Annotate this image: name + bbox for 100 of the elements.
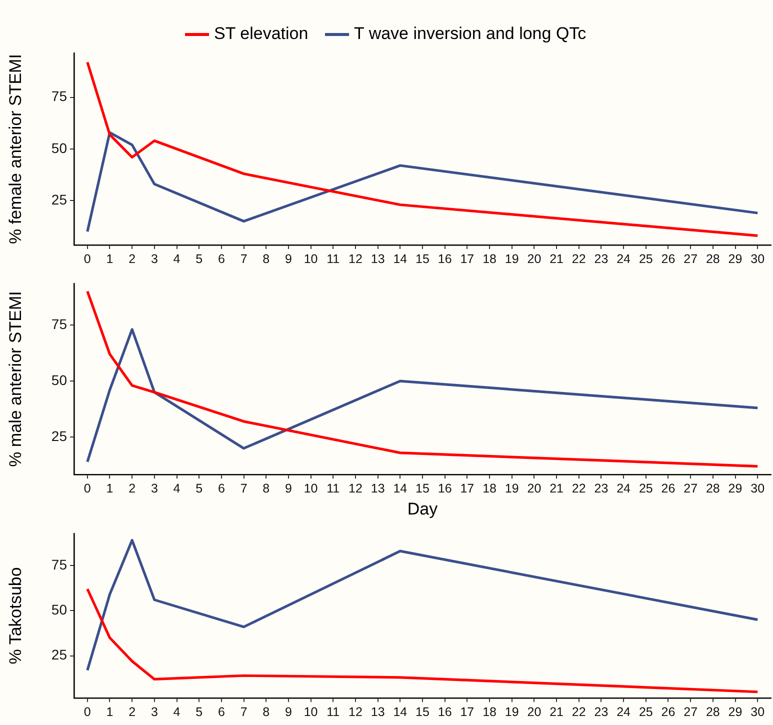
x-tick-label: 1 — [106, 482, 114, 496]
x-tick-label: 7 — [240, 704, 248, 719]
legend-label: ST elevation — [214, 24, 308, 44]
x-tick-label: 30 — [750, 704, 765, 719]
x-tick-label: 22 — [572, 704, 586, 719]
x-tick-label: 6 — [218, 482, 225, 496]
x-tick-label: 7 — [240, 482, 248, 496]
x-tick-label: 15 — [416, 704, 430, 719]
x-tick-label: 19 — [504, 252, 519, 266]
x-tick-label: 0 — [84, 704, 91, 719]
x-tick-label: 17 — [460, 482, 474, 496]
x-axis-title: Day — [407, 499, 438, 518]
x-tick-label: 21 — [550, 704, 564, 719]
x-tick-label: 4 — [173, 482, 180, 496]
x-tick-label: 10 — [304, 704, 318, 719]
x-tick-label: 27 — [684, 704, 698, 719]
x-tick-label: 15 — [416, 252, 430, 266]
x-tick-label: 27 — [684, 252, 698, 266]
x-tick-label: 26 — [661, 482, 676, 496]
x-tick-label: 18 — [482, 482, 497, 496]
x-tick-label: 30 — [750, 482, 765, 496]
x-tick-label: 16 — [438, 482, 452, 496]
x-tick-label: 12 — [348, 482, 362, 496]
x-tick-label: 13 — [370, 704, 385, 719]
x-tick-label: 8 — [262, 252, 270, 266]
x-tick-label: 17 — [460, 252, 474, 266]
x-tick-label: 24 — [616, 252, 631, 266]
x-tick-label: 12 — [348, 252, 362, 266]
y-axis-title: % female anterior STEMI — [6, 54, 25, 244]
x-tick-label: 4 — [173, 252, 180, 266]
x-tick-label: 14 — [393, 704, 408, 719]
x-tick-label: 30 — [750, 252, 765, 266]
x-tick-label: 2 — [128, 704, 136, 719]
x-tick-label: 27 — [684, 482, 698, 496]
x-tick-label: 6 — [218, 252, 225, 266]
x-tick-label: 3 — [150, 704, 158, 719]
x-tick-label: 9 — [284, 704, 292, 719]
x-tick-label: 9 — [284, 482, 292, 496]
x-tick-label: 0 — [84, 252, 91, 266]
x-tick-label: 10 — [304, 482, 318, 496]
y-tick-label: 50 — [51, 602, 68, 618]
legend-label: T wave inversion and long QTc — [354, 24, 587, 44]
x-tick-label: 24 — [616, 704, 631, 719]
x-tick-label: 22 — [572, 482, 586, 496]
x-tick-label: 28 — [706, 252, 720, 266]
x-tick-label: 16 — [438, 252, 452, 266]
y-tick-label: 50 — [51, 372, 68, 388]
x-tick-label: 11 — [326, 252, 340, 266]
x-tick-label: 1 — [106, 704, 114, 719]
x-tick-label: 20 — [527, 252, 542, 266]
y-tick-label: 25 — [51, 191, 68, 208]
x-tick-label: 26 — [661, 252, 676, 266]
x-tick-label: 19 — [504, 704, 519, 719]
x-tick-label: 2 — [128, 252, 136, 266]
x-tick-label: 21 — [550, 482, 564, 496]
x-tick-label: 28 — [706, 704, 720, 719]
x-tick-label: 21 — [550, 252, 564, 266]
x-tick-label: 16 — [438, 704, 452, 719]
x-tick-label: 12 — [348, 704, 362, 719]
x-tick-label: 1 — [106, 252, 114, 266]
x-tick-label: 7 — [240, 252, 248, 266]
x-tick-label: 29 — [728, 704, 742, 719]
x-tick-label: 10 — [304, 252, 318, 266]
x-tick-label: 14 — [393, 482, 408, 496]
x-tick-label: 8 — [262, 704, 270, 719]
x-tick-label: 0 — [84, 482, 91, 496]
x-tick-label: 20 — [527, 482, 542, 496]
x-tick-label: 3 — [150, 252, 158, 266]
x-tick-label: 18 — [482, 704, 497, 719]
x-tick-label: 5 — [196, 252, 203, 266]
x-tick-label: 23 — [594, 704, 608, 719]
y-tick-label: 75 — [51, 556, 68, 572]
y-axis-title: % male anterior STEMI — [6, 291, 25, 467]
x-tick-label: 29 — [728, 252, 742, 266]
x-tick-label: 8 — [262, 482, 270, 496]
x-tick-label: 29 — [728, 482, 742, 496]
x-tick-label: 13 — [370, 482, 385, 496]
x-tick-label: 6 — [218, 704, 225, 719]
x-tick-label: 23 — [594, 482, 608, 496]
x-tick-label: 25 — [638, 704, 653, 719]
x-tick-label: 23 — [594, 252, 608, 266]
x-tick-label: 5 — [196, 482, 203, 496]
x-tick-label: 5 — [196, 704, 203, 719]
x-tick-label: 22 — [572, 252, 586, 266]
y-tick-label: 75 — [51, 316, 68, 332]
x-tick-label: 2 — [128, 482, 136, 496]
x-tick-label: 3 — [150, 482, 158, 496]
x-tick-label: 17 — [460, 704, 474, 719]
x-tick-label: 9 — [284, 252, 292, 266]
y-tick-label: 25 — [51, 428, 68, 444]
x-tick-label: 18 — [482, 252, 497, 266]
x-tick-label: 24 — [616, 482, 631, 496]
x-tick-label: 4 — [173, 704, 180, 719]
x-tick-label: 25 — [638, 482, 653, 496]
x-tick-label: 15 — [416, 482, 430, 496]
x-tick-label: 11 — [326, 704, 340, 719]
y-tick-label: 50 — [51, 140, 68, 156]
x-tick-label: 25 — [638, 252, 653, 266]
x-tick-label: 11 — [326, 482, 340, 496]
x-tick-label: 14 — [393, 252, 408, 266]
